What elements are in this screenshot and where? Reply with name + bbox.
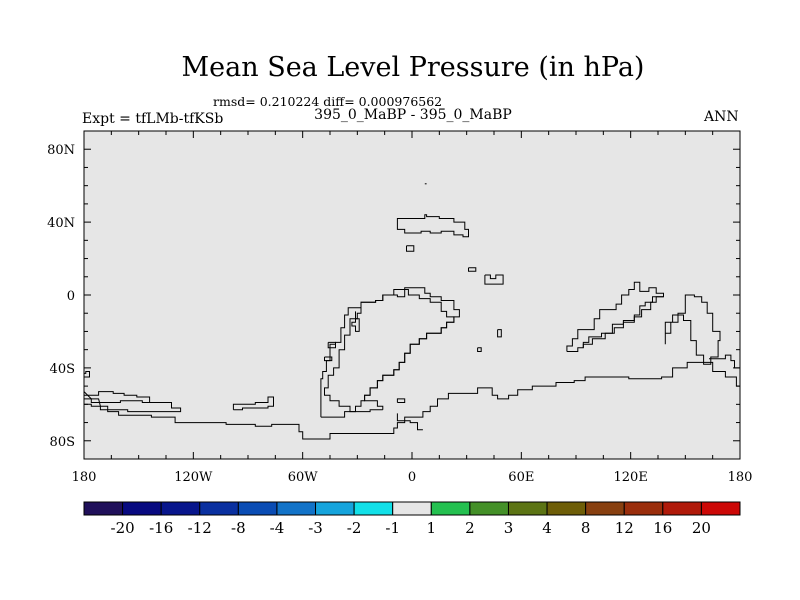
contour-line — [396, 398, 406, 403]
chart-title: Mean Sea Level Pressure (in hPa) — [181, 52, 645, 83]
y-tick-label: 80S — [50, 435, 75, 450]
colorbar-swatch — [430, 501, 471, 516]
colorbar-label: 12 — [615, 519, 634, 537]
colorbar-label: 1 — [427, 519, 437, 537]
x-tick-label: 60W — [288, 470, 319, 485]
contour-line — [709, 354, 740, 369]
contour-line — [406, 245, 415, 252]
colorbar-swatch — [700, 501, 741, 516]
x-tick-label: 180 — [72, 470, 97, 485]
colorbar-swatch — [199, 501, 239, 516]
colorbar-swatch — [160, 501, 201, 516]
colorbar: -20 -16 -12 -8 -4 -3 -2 -1 1 2 3 4 8 12 16 20 — [83, 501, 741, 537]
contour-line — [396, 214, 469, 238]
colorbar-label: 16 — [653, 519, 672, 537]
colorbar-swatch — [353, 501, 394, 516]
x-tick-label: 120E — [614, 470, 648, 485]
contour-line — [232, 396, 274, 411]
x-tick-label: 120W — [174, 470, 213, 485]
colorbar-swatch — [83, 501, 124, 516]
contour-line — [396, 413, 423, 431]
colorbar-label: -1 — [385, 519, 400, 537]
x-tick-label: 0 — [408, 470, 416, 485]
y-tick-label: 40S — [50, 362, 75, 377]
subtitle-label: 395_0_MaBP - 395_0_MaBP — [314, 107, 512, 123]
contour-line — [324, 356, 333, 362]
colorbar-swatch — [315, 501, 355, 516]
contour-line — [84, 398, 182, 413]
colorbar-swatch — [122, 501, 162, 516]
colorbar-label: -3 — [308, 519, 323, 537]
contour-line — [83, 361, 740, 440]
y-tick-label: 40N — [47, 216, 75, 231]
contour-line — [351, 311, 360, 332]
colorbar-label: 3 — [504, 519, 514, 537]
colorbar-swatch — [585, 501, 625, 516]
colorbar-swatch — [392, 501, 432, 516]
colorbar-label: 8 — [581, 519, 591, 537]
contour-lines — [83, 183, 740, 440]
contour-line — [324, 289, 455, 413]
colorbar-label: 2 — [465, 519, 475, 537]
colorbar-swatch — [623, 501, 664, 516]
colorbar-label: -4 — [270, 519, 285, 537]
season-label: ANN — [704, 109, 739, 125]
stats-text: rmsd= 0.210224 diff= 0.000976562 — [213, 94, 443, 109]
colorbar-swatch — [662, 501, 702, 516]
colorbar-label: -8 — [231, 519, 246, 537]
y-tick-label: 0 — [67, 289, 75, 304]
colorbar-swatch — [237, 501, 278, 516]
contour-line — [664, 294, 721, 365]
colorbar-label: 20 — [692, 519, 711, 537]
axis-ticks: 180 120W 60W 0 60E 120E 180 80N 40N 0 40S 80S — [47, 131, 752, 485]
colorbar-swatch — [546, 501, 587, 516]
colorbar-swatch — [276, 501, 317, 516]
colorbar-label: -20 — [111, 519, 135, 537]
experiment-label: Expt = tfLMb-tfKSb — [82, 111, 224, 127]
colorbar-swatch — [507, 501, 548, 516]
contour-line — [327, 341, 336, 349]
colorbar-label: -2 — [347, 519, 362, 537]
colorbar-label: 4 — [542, 519, 552, 537]
contour-line — [582, 296, 664, 348]
contour-line — [84, 371, 90, 378]
contour-line — [84, 391, 172, 403]
colorbar-swatch — [469, 501, 509, 516]
contour-line — [484, 274, 504, 285]
colorbar-label: -16 — [149, 519, 173, 537]
contour-line — [468, 267, 477, 272]
contour-line — [566, 281, 664, 352]
x-tick-label: 60E — [508, 470, 534, 485]
colorbar-label: -12 — [188, 519, 212, 537]
contour-line — [497, 329, 502, 338]
x-tick-label: 180 — [728, 470, 753, 485]
y-tick-label: 80N — [47, 143, 75, 158]
contour-line — [477, 347, 482, 352]
